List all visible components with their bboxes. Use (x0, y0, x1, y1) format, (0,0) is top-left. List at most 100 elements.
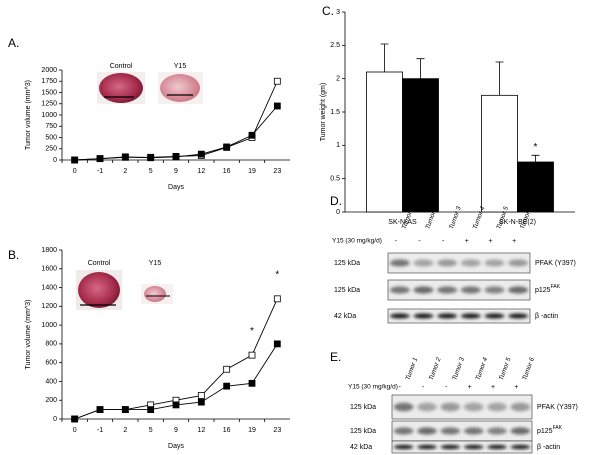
data-point (273, 295, 281, 303)
data-point (197, 150, 205, 158)
blot-band (510, 444, 531, 450)
lane-sign: - (398, 384, 401, 391)
data-point (197, 392, 205, 399)
lane-sign: - (422, 384, 425, 391)
x-tick-label: 5 (149, 427, 153, 434)
blot-band (463, 444, 484, 450)
x-tick-label: 12 (197, 427, 205, 434)
blot-band (440, 444, 461, 450)
y-tick-label: 500 (45, 134, 57, 141)
bar (402, 78, 439, 213)
data-point (223, 143, 231, 151)
x-tick-label: 19 (248, 168, 256, 175)
lane-sign: - (395, 238, 398, 245)
panel-label: A. (8, 36, 19, 50)
x-tick-label: 16 (223, 168, 231, 175)
y-tick-label: 1500 (41, 89, 57, 96)
annotation: * (250, 326, 254, 337)
molecular-weight: 42 kDa (350, 444, 372, 451)
annotation: * (534, 142, 538, 153)
y-axis-label: Tumor volume (mm^3) (25, 80, 32, 150)
lane-label: Tumor 2 (428, 356, 443, 381)
x-tick-label: -1 (97, 168, 103, 175)
protein-label: β -actin (535, 313, 558, 320)
lane-label: Tumor 3 (448, 205, 463, 230)
blot-band (510, 427, 531, 435)
blot-band (393, 444, 414, 450)
blot-band (460, 259, 481, 267)
blot-strip (387, 252, 531, 274)
molecular-weight: 125 kDa (334, 260, 360, 267)
panel-label: D. (330, 194, 342, 208)
y-tick-label: 0 (336, 209, 340, 216)
data-point (121, 406, 129, 414)
x-tick-label: 23 (273, 168, 281, 175)
blot-band (484, 259, 505, 267)
x-axis-label: Days (168, 184, 184, 191)
blot-strip (387, 308, 531, 324)
data-point (273, 340, 281, 348)
x-axis-label: Days (168, 443, 184, 450)
blot-band (508, 313, 529, 319)
inset-label: Control (88, 260, 111, 267)
data-point (273, 77, 281, 85)
x-tick-label: 2 (123, 427, 127, 434)
y-tick-label: 0 (53, 157, 57, 164)
lane-sign: - (445, 384, 448, 391)
error-bar (531, 154, 540, 162)
panel-label: C. (322, 4, 334, 18)
blot-band (487, 444, 507, 450)
bar (481, 94, 518, 213)
y-tick-label: 1800 (41, 247, 57, 254)
panel-label: E. (330, 350, 341, 364)
data-point (172, 153, 180, 161)
blot-band (389, 259, 410, 267)
protein-name: p125 (535, 287, 551, 294)
y-axis-label: Tumor volume (mm^3) (25, 300, 32, 370)
blot-band (463, 402, 484, 412)
lane-label: Tumor 1 (405, 356, 420, 381)
x-tick-label: 5 (149, 168, 153, 175)
y-tick-label: 3 (336, 9, 340, 16)
blot-band (437, 313, 458, 319)
x-tick-label: SK-N-BE(2) (499, 219, 536, 226)
y-tick-label: 1400 (41, 284, 57, 291)
x-tick-label: 2 (123, 168, 127, 175)
protein-name: p125 (537, 428, 553, 435)
y-tick-label: 1.5 (330, 109, 340, 116)
blot-band (437, 259, 458, 267)
error-bar (416, 58, 425, 79)
data-point (71, 415, 79, 423)
treatment-label: Y15 (30 mg/kg/d) (348, 384, 398, 391)
y-tick-label: 200 (45, 397, 57, 404)
blot-band (413, 286, 434, 294)
blot-band (487, 402, 507, 412)
y-tick-label: 800 (45, 341, 57, 348)
molecular-weight: 42 kDa (334, 313, 356, 320)
protein-superscript: FAK (551, 284, 561, 290)
y-tick-label: 750 (45, 123, 57, 130)
y-tick-label: 0 (53, 416, 57, 423)
protein-name: β -actin (535, 313, 558, 320)
y-tick-label: 2 (336, 76, 340, 83)
x-tick-label: 0 (73, 427, 77, 434)
y-tick-label: 2.5 (330, 42, 340, 49)
panel-label: B. (8, 248, 19, 262)
y-tick-label: 1600 (41, 266, 57, 273)
data-point (248, 351, 256, 359)
molecular-weight: 125 kDa (350, 404, 376, 411)
error-bar (495, 61, 504, 96)
lane-sign: + (491, 384, 495, 391)
y-tick-label: 1200 (41, 303, 57, 310)
annotation: * (275, 269, 279, 280)
blot-band (484, 286, 505, 294)
x-tick-label: SK-N-AS (388, 219, 417, 226)
blot-band (508, 286, 529, 294)
blot-band (393, 427, 414, 435)
data-point (71, 156, 79, 164)
inset-label: Y15 (149, 260, 162, 267)
y-tick-label: 400 (45, 378, 57, 385)
blot-band (487, 427, 507, 435)
lane-label: Tumor 4 (472, 205, 487, 230)
data-point (223, 382, 231, 390)
